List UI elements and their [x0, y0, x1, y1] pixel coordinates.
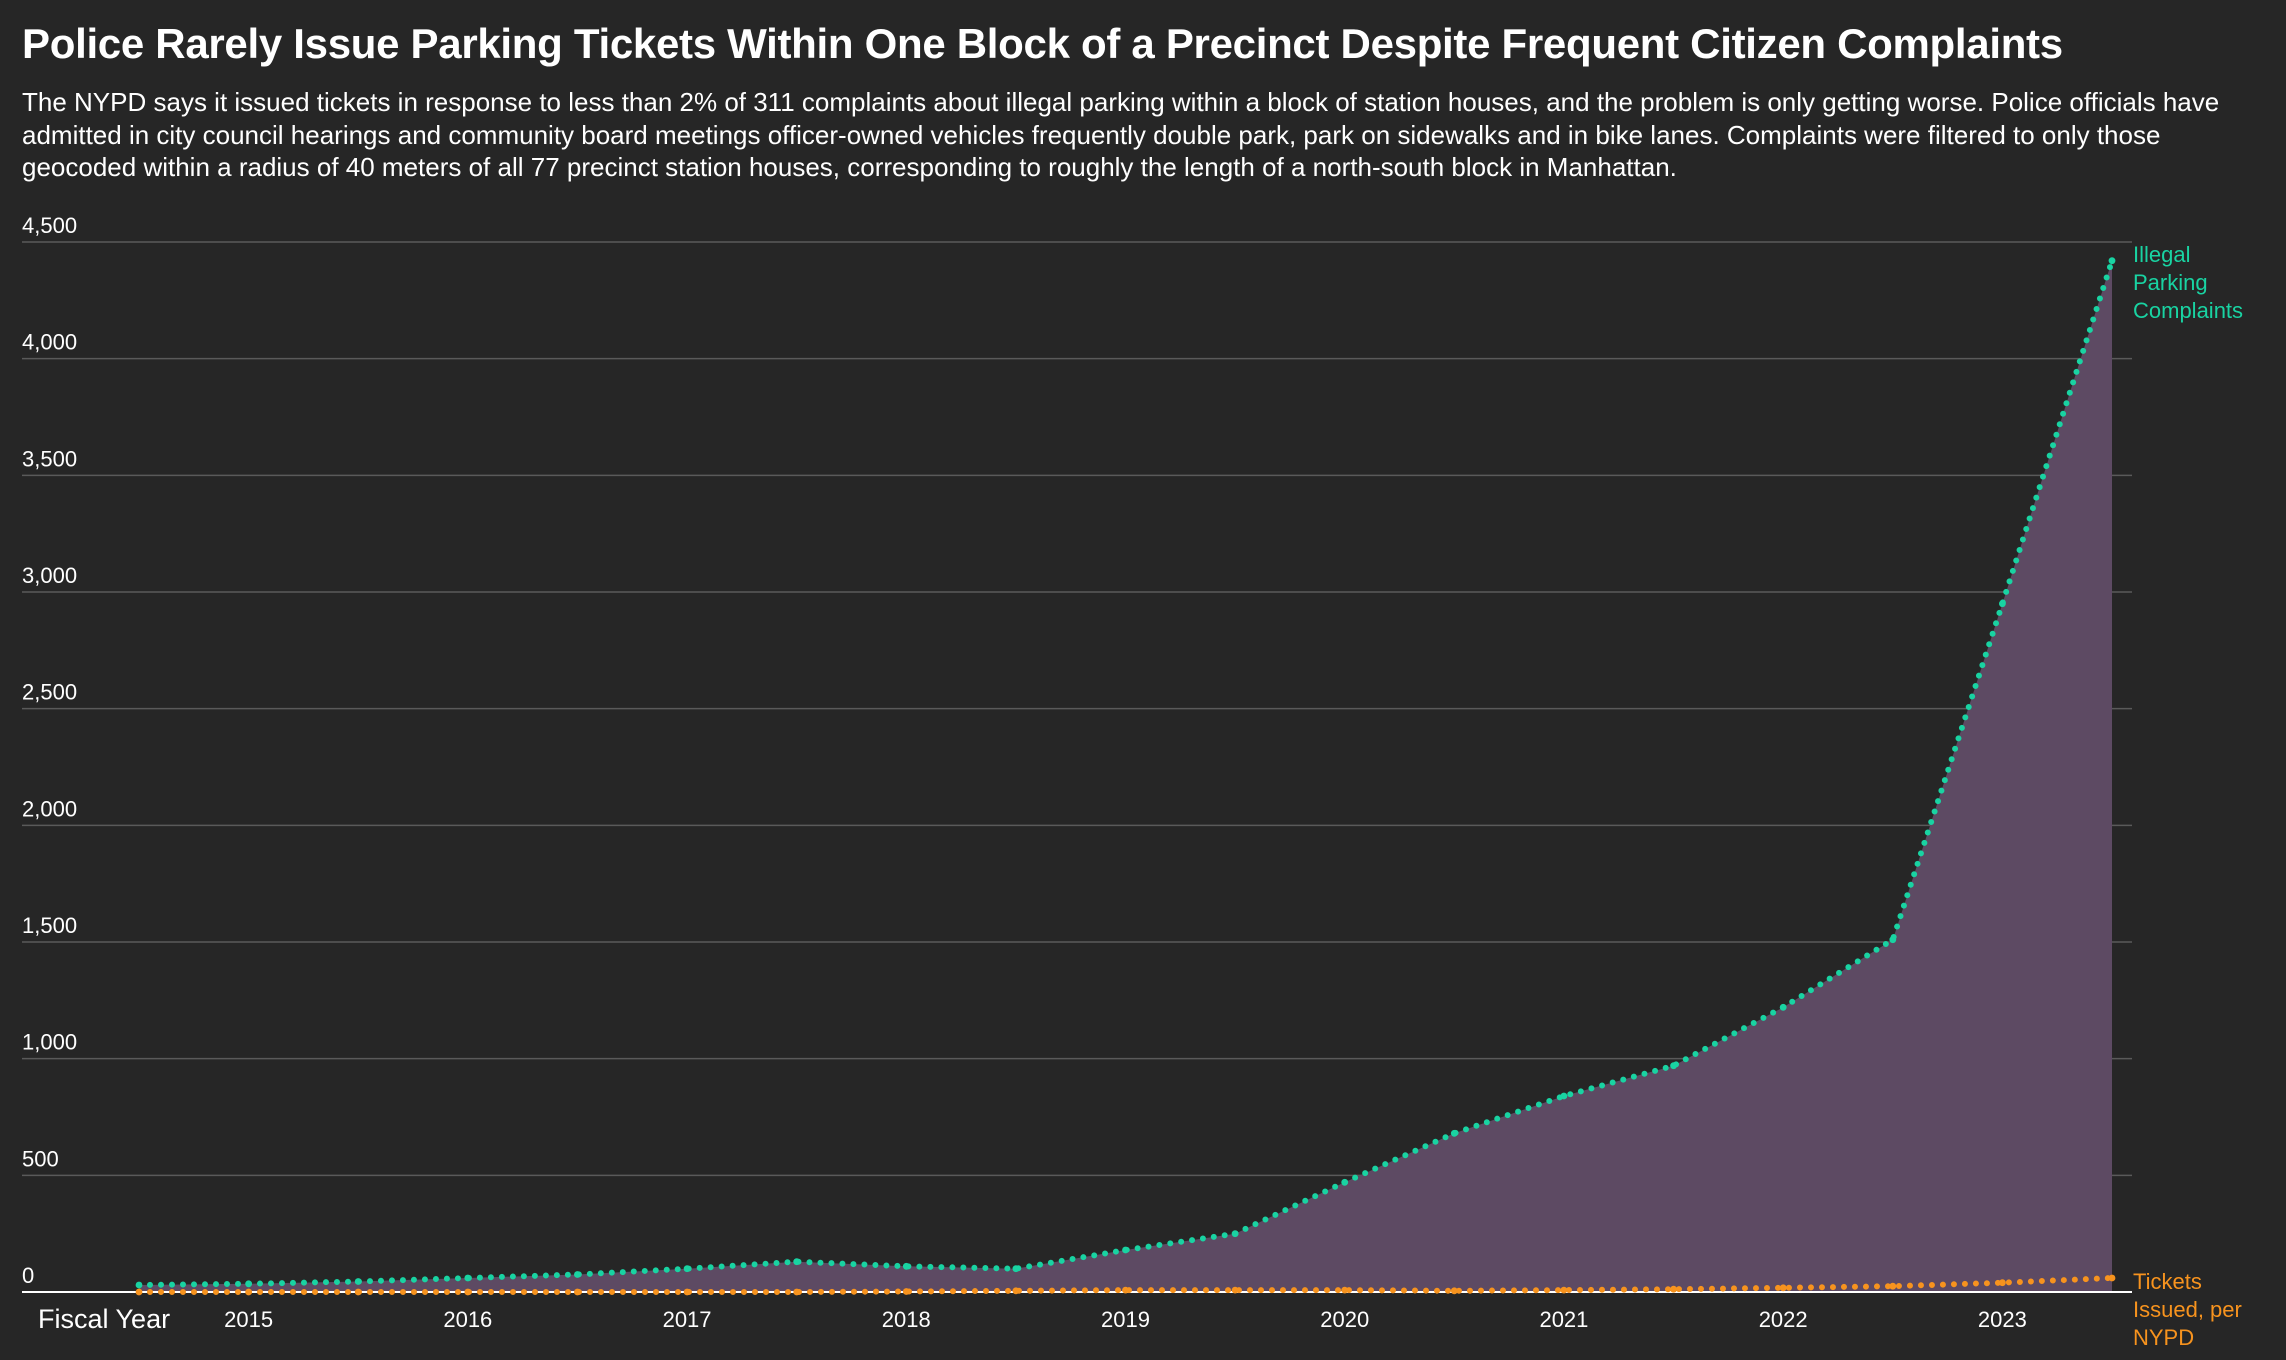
x-tick-label: 2021: [1539, 1307, 1588, 1332]
complaints-data-point: [902, 1262, 910, 1270]
tickets-data-point: [1450, 1287, 1458, 1295]
complaints-data-point: [1012, 1265, 1020, 1273]
complaints-data-point: [574, 1271, 581, 1278]
y-tick-label: 4,000: [22, 330, 77, 355]
complaints-data-point: [793, 1258, 801, 1266]
y-tick-label: 1,500: [22, 913, 77, 938]
tickets-data-point: [354, 1288, 362, 1296]
x-axis-title: Fiscal Year: [38, 1304, 170, 1334]
x-tick-label: 2017: [663, 1307, 712, 1332]
x-tick-label: 2018: [882, 1307, 931, 1332]
complaints-data-point: [354, 1278, 362, 1285]
complaints-data-point: [1122, 1246, 1129, 1254]
y-tick-label: 4,500: [22, 213, 77, 238]
complaints-data-point: [1670, 1062, 1677, 1070]
tickets-data-point: [1012, 1287, 1020, 1295]
tickets-data-point: [1560, 1286, 1568, 1294]
x-tick-label: 2022: [1759, 1307, 1808, 1332]
y-tick-label: 2,500: [22, 680, 77, 705]
x-tick-label: 2019: [1101, 1307, 1150, 1332]
complaints-data-point: [683, 1265, 691, 1273]
complaints-area: [139, 260, 2112, 1293]
tickets-data-point: [245, 1288, 253, 1296]
complaints-data-point: [245, 1280, 253, 1288]
complaints-data-point: [1450, 1129, 1458, 1137]
series-layer: [135, 257, 2116, 1296]
complaints-data-point: [1341, 1178, 1349, 1186]
tickets-data-point: [1122, 1286, 1129, 1294]
complaints-data-point: [135, 1281, 143, 1289]
area-layer: [139, 260, 2112, 1293]
tickets-data-point: [683, 1288, 691, 1296]
y-tick-label: 1,000: [22, 1030, 77, 1055]
y-tick-label: 2,000: [22, 796, 77, 821]
tickets-data-point: [464, 1288, 472, 1296]
tickets-data-point: [1341, 1286, 1349, 1294]
tickets-data-point: [574, 1288, 581, 1296]
tickets-data-point: [1670, 1285, 1677, 1293]
tickets-data-point: [1231, 1286, 1239, 1294]
complaints-data-point: [1999, 600, 2006, 608]
tickets-data-point: [135, 1288, 143, 1296]
x-tick-label: 2023: [1978, 1307, 2027, 1332]
complaints-data-point: [1560, 1092, 1568, 1100]
tickets-data-point: [793, 1288, 801, 1296]
complaints-data-point: [1779, 1003, 1787, 1011]
tickets-data-point: [902, 1288, 910, 1295]
complaints-data-point: [1231, 1230, 1239, 1238]
tickets-series-label: Tickets Issued, per NYPD: [2133, 1269, 2242, 1350]
axis-labels: 0 500 1,000 1,500 2,000 2,500 3,000 3,500 4,000 4…: [22, 213, 2243, 1350]
tickets-data-point: [1889, 1282, 1897, 1290]
x-tick-label: 2020: [1320, 1307, 1369, 1332]
x-tick-label: 2016: [443, 1307, 492, 1332]
tickets-data-point: [1999, 1279, 2006, 1287]
complaints-data-point: [1889, 936, 1897, 944]
chart-title: Police Rarely Issue Parking Tickets With…: [22, 20, 2063, 67]
y-tick-label: 500: [22, 1146, 59, 1171]
chart-subtitle: The NYPD says it issued tickets in respo…: [22, 87, 2220, 182]
complaints-data-point: [2108, 257, 2116, 265]
x-tick-label: 2015: [224, 1307, 273, 1332]
tickets-data-point: [2108, 1274, 2116, 1282]
y-tick-label: 0: [22, 1263, 34, 1288]
y-tick-label: 3,500: [22, 446, 77, 471]
tickets-data-point: [1779, 1284, 1787, 1292]
complaints-series-label: Illegal Parking Complaints: [2133, 242, 2243, 323]
y-tick-label: 3,000: [22, 563, 77, 588]
complaints-data-point: [464, 1274, 472, 1282]
